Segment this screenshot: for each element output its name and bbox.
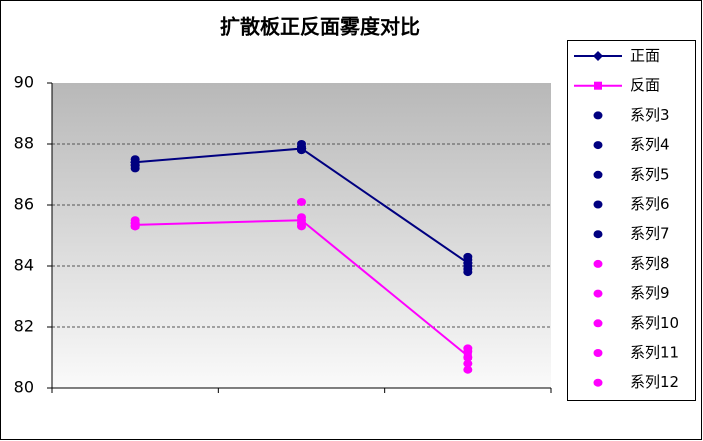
legend-label: 系列11 xyxy=(630,344,679,362)
legend xyxy=(567,40,696,401)
legend-label: 系列9 xyxy=(630,284,670,302)
y-tick-label: 82 xyxy=(14,317,34,336)
legend-label: 系列10 xyxy=(630,314,679,332)
marker xyxy=(463,255,473,264)
marker xyxy=(463,353,473,362)
legend-label: 系列6 xyxy=(630,195,670,213)
marker xyxy=(593,230,603,239)
marker xyxy=(130,161,140,170)
marker xyxy=(593,111,603,120)
y-tick-label: 84 xyxy=(14,256,34,275)
legend-label: 系列3 xyxy=(630,106,670,124)
y-tick-label: 88 xyxy=(14,134,34,153)
marker xyxy=(297,146,306,155)
marker xyxy=(463,365,473,374)
y-tick-label: 86 xyxy=(14,195,34,214)
legend-label: 系列5 xyxy=(630,165,670,183)
marker xyxy=(593,349,603,357)
marker xyxy=(130,222,140,231)
legend-label: 系列8 xyxy=(630,254,670,272)
marker xyxy=(463,268,473,277)
chart-title: 扩散板正反面雾度对比 xyxy=(220,15,420,39)
marker xyxy=(593,289,603,298)
marker xyxy=(463,347,473,356)
y-tick-label: 80 xyxy=(14,378,34,397)
marker xyxy=(593,378,603,387)
legend-label: 系列4 xyxy=(630,136,670,154)
marker xyxy=(297,216,306,225)
marker xyxy=(593,51,603,61)
marker xyxy=(593,141,603,150)
marker xyxy=(297,222,306,231)
marker xyxy=(593,170,603,179)
marker xyxy=(463,359,473,368)
plot-area xyxy=(52,83,551,388)
legend-label: 正面 xyxy=(630,47,660,65)
legend-label: 系列12 xyxy=(630,373,679,391)
legend-label: 反面 xyxy=(630,76,660,94)
legend-label: 系列7 xyxy=(630,225,670,243)
marker xyxy=(593,259,603,268)
marker xyxy=(593,200,603,209)
y-tick-label: 90 xyxy=(14,73,34,92)
marker xyxy=(593,319,603,328)
marker xyxy=(594,81,602,90)
marker xyxy=(297,197,306,206)
